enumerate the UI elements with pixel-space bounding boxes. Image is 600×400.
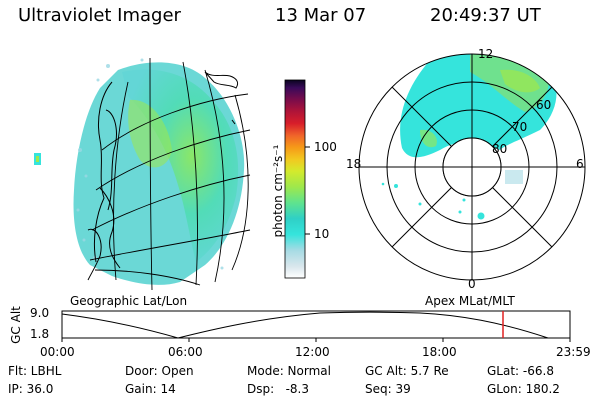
- mlt-label-12: 12: [478, 47, 494, 61]
- polar-caption: Apex MLat/MLT: [425, 294, 515, 308]
- xtick-0600: 06:00: [168, 345, 203, 359]
- xtick-0000: 00:00: [40, 345, 75, 359]
- xtick-1800: 18:00: [422, 345, 457, 359]
- gain-info: Gain: 14: [125, 382, 176, 396]
- lat-label-80: 80: [492, 142, 508, 156]
- dsp-info: Dsp: -8.3: [247, 382, 310, 396]
- lat-label-60: 60: [536, 98, 552, 112]
- altitude-xticks: [61, 338, 571, 342]
- colorbar-gradient: [284, 79, 306, 279]
- xtick-2359: 23:59: [556, 345, 591, 359]
- altitude-plot-frame: [61, 310, 571, 339]
- mode-info: Mode: Normal: [247, 364, 331, 378]
- geo-caption: Geographic Lat/Lon: [70, 294, 188, 308]
- date-label: 13 Mar 07: [275, 5, 367, 26]
- altitude-plot: [61, 310, 571, 342]
- door-info: Door: Open: [125, 364, 194, 378]
- geographic-image: [34, 57, 251, 291]
- time-label: 20:49:37 UT: [430, 5, 541, 26]
- noise-speckle: [76, 58, 224, 270]
- app-title: Ultraviolet Imager: [18, 5, 181, 26]
- mlt-label-18: 18: [346, 157, 362, 171]
- xtick-1200: 12:00: [295, 345, 330, 359]
- altitude-ytick-9: 9.0: [30, 306, 50, 320]
- seq-info: Seq: 39: [365, 382, 411, 396]
- colorbar-tick-100: 100: [314, 140, 337, 154]
- gc-alt-info: GC Alt: 5.7 Re: [365, 364, 449, 378]
- altitude-ytick-1-8: 1.8: [30, 327, 50, 341]
- altitude-curve: [61, 311, 549, 339]
- colorbar-tick-10: 10: [314, 227, 330, 241]
- ip-info: IP: 36.0: [8, 382, 54, 396]
- filter-info: Flt: LBHL: [8, 364, 62, 378]
- colorbar-unit-label: photon cm⁻²s⁻¹: [271, 144, 285, 238]
- geo-grid-lines: [89, 57, 251, 291]
- lat-label-70: 70: [512, 120, 528, 134]
- mlt-label-0: 0: [468, 277, 476, 291]
- polar-spots: [381, 182, 485, 220]
- coastline-outlines: [87, 71, 239, 281]
- glat-info: GLat: -66.8: [487, 364, 554, 378]
- mlt-label-6: 6: [576, 157, 584, 171]
- altitude-ylabel: GC Alt: [9, 306, 23, 344]
- colorbar: [284, 79, 310, 279]
- glon-info: GLon: 180.2: [487, 382, 560, 396]
- polar-plot: [358, 53, 586, 281]
